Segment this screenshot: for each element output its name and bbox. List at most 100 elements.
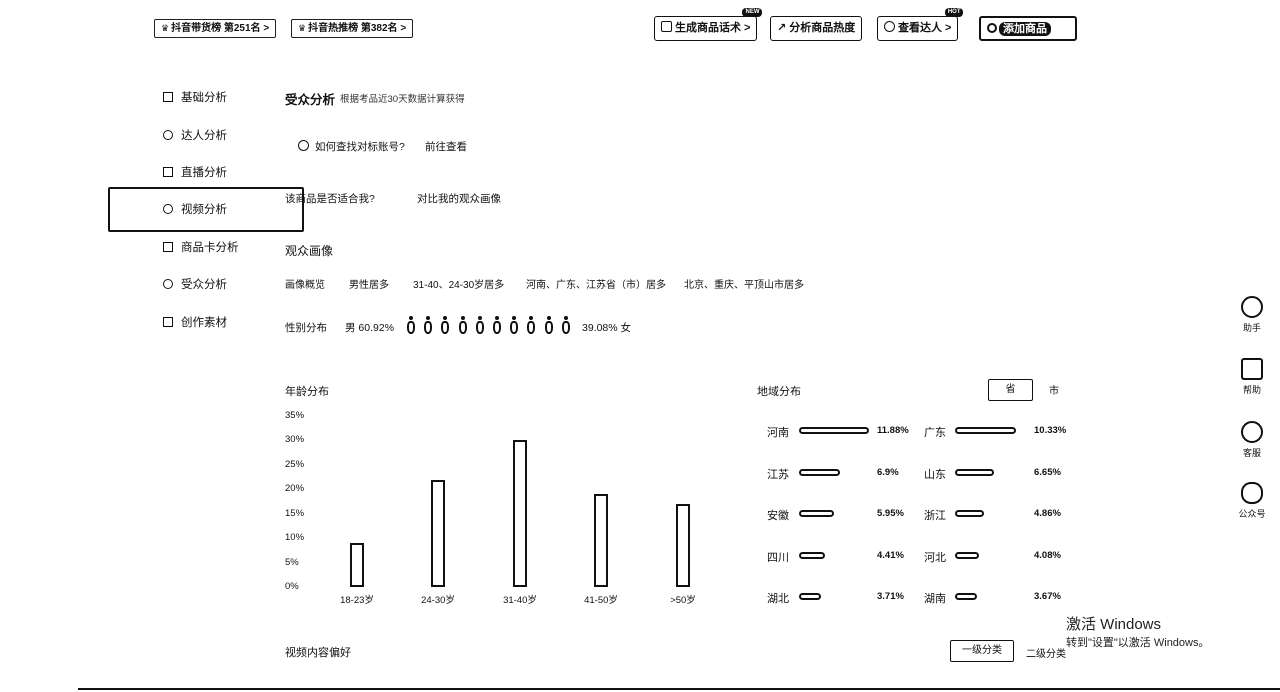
generate-script-button[interactable]: 生成商品话术 > NEW: [654, 8, 763, 41]
add-product-button[interactable]: 添加商品: [979, 16, 1077, 41]
y-tick-label: 30%: [285, 434, 305, 446]
region-percent: 3.71%: [877, 591, 904, 602]
rail-help[interactable]: 帮助: [1230, 358, 1274, 396]
region-bar: [799, 510, 835, 517]
portrait-title: 观众画像: [285, 244, 334, 258]
region-bar: [799, 593, 821, 600]
male-figure-icon: [440, 316, 450, 336]
region-title: 地域分布: [757, 386, 801, 398]
region-name: 江苏: [767, 468, 789, 481]
region-bar: [799, 468, 840, 476]
male-figure-icon: [406, 316, 416, 336]
audience-subtitle: 根据考品近30天数据计算获得: [340, 94, 465, 105]
male-figure-icon: [492, 316, 502, 336]
age-bar[interactable]: [676, 503, 690, 587]
y-tick-label: 25%: [285, 458, 305, 470]
hot-badge: HOT: [944, 8, 964, 17]
age-chart-title: 年龄分布: [285, 386, 329, 398]
age-bar[interactable]: [350, 543, 364, 587]
rail-service[interactable]: 客服: [1230, 421, 1274, 459]
sidebar-item-audience[interactable]: 受众分析: [163, 277, 227, 293]
headset-icon: [1241, 421, 1263, 443]
doc-icon: [163, 92, 173, 102]
region-name: 安徽: [767, 510, 789, 522]
overview-tag: 北京、重庆、平顶山市居多: [684, 280, 804, 291]
region-bar: [955, 510, 984, 517]
region-percent: 10.33%: [1034, 425, 1067, 436]
region-name: 四川: [767, 551, 789, 564]
preference-title: 视频内容偏好: [285, 647, 351, 659]
windows-activation-title: 激活 Windows: [1066, 616, 1162, 633]
y-tick-label: 15%: [285, 507, 305, 519]
region-percent: 4.41%: [877, 549, 904, 561]
y-tick-label: 35%: [285, 410, 305, 421]
sidebar-item-live[interactable]: 直播分析: [163, 165, 227, 181]
crown-icon: ♛: [161, 23, 170, 33]
compare-link[interactable]: 对比我的观众画像: [417, 193, 501, 205]
bag-icon: [163, 242, 173, 252]
male-figure-icon: [423, 316, 433, 336]
region-name: 山东: [924, 468, 946, 481]
region-name: 浙江: [924, 510, 946, 522]
region-percent: 6.9%: [877, 466, 899, 478]
compass-icon: [298, 140, 309, 151]
help-row: 如何查找对标账号?: [298, 139, 405, 154]
female-figure-icon: [509, 316, 519, 336]
y-tick-label: 0%: [285, 581, 299, 592]
overview-tag: 河南、广东、江苏省（市）居多: [526, 280, 666, 291]
region-name: 河南: [767, 427, 789, 439]
rail-official[interactable]: 公众号: [1230, 482, 1274, 520]
folder-icon: [163, 317, 173, 327]
sidebar-active-highlight: [108, 187, 304, 232]
y-tick-label: 5%: [285, 556, 299, 568]
overview-tag: 男性居多: [349, 280, 389, 291]
sidebar-item-material[interactable]: 创作素材: [163, 315, 227, 331]
female-figure-icon: [561, 316, 571, 336]
overview-label: 画像概览: [285, 280, 325, 291]
sidebar-item-basic[interactable]: 基础分析: [163, 90, 227, 106]
female-figure-icon: [526, 316, 536, 336]
help-link[interactable]: 前往查看: [425, 141, 467, 153]
region-bar: [799, 551, 825, 559]
rail-assistant[interactable]: 助手: [1230, 296, 1274, 334]
x-tick-label: 18-23岁: [340, 595, 374, 606]
male-figure-icon: [458, 316, 468, 336]
tab-level-1[interactable]: 一级分类: [950, 640, 1014, 662]
view-talent-button[interactable]: 查看达人 > HOT: [877, 8, 964, 41]
rank-badge-sales[interactable]: ♛ 抖音带货榜 第251名 >: [154, 19, 277, 38]
sidebar-item-product-card[interactable]: 商品卡分析: [163, 240, 239, 256]
y-tick-label: 10%: [285, 532, 305, 544]
x-tick-label: >50岁: [670, 595, 696, 606]
male-figure-icon: [475, 316, 485, 336]
region-percent: 4.86%: [1034, 508, 1061, 519]
age-bar[interactable]: [513, 440, 527, 587]
new-badge: NEW: [742, 8, 763, 17]
region-name: 湖北: [767, 593, 789, 605]
gender-label: 性别分布: [285, 322, 327, 334]
region-bar: [955, 593, 977, 600]
region-name: 河北: [924, 551, 946, 564]
tab-level-2[interactable]: 二级分类: [1026, 649, 1066, 660]
toggle-province[interactable]: 省: [988, 379, 1033, 401]
toggle-city[interactable]: 市: [1049, 386, 1059, 397]
rank-badge-hot[interactable]: ♛ 抖音热推榜 第382名 >: [291, 19, 414, 38]
region-percent: 4.08%: [1034, 549, 1061, 561]
region-bar: [955, 468, 995, 476]
x-tick-label: 41-50岁: [584, 595, 618, 606]
region-percent: 5.95%: [877, 508, 904, 519]
region-bar: [799, 427, 869, 434]
age-bar[interactable]: [594, 494, 608, 587]
region-percent: 11.88%: [877, 425, 909, 436]
age-bar[interactable]: [431, 479, 445, 587]
region-percent: 3.67%: [1034, 591, 1061, 602]
x-tick-label: 31-40岁: [503, 595, 537, 606]
region-name: 广东: [924, 427, 946, 439]
sidebar-item-video[interactable]: 视频分析: [163, 202, 227, 218]
video-icon: [163, 204, 173, 214]
windows-activation-hint: 转到"设置"以激活 Windows。: [1066, 637, 1210, 649]
analyze-heat-button[interactable]: ↗ 分析商品热度: [770, 16, 863, 41]
audience-title: 受众分析: [285, 93, 336, 107]
sidebar-item-talent[interactable]: 达人分析: [163, 128, 227, 144]
overview-tag: 31-40、24-30岁居多: [413, 280, 505, 291]
wechat-icon: [1241, 482, 1263, 504]
